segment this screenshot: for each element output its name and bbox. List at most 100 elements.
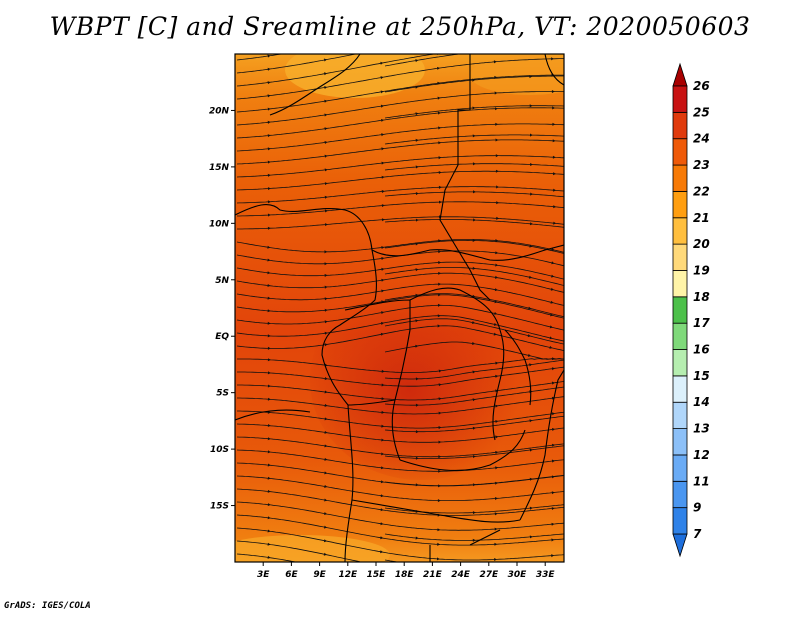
streamline-arrow bbox=[551, 459, 555, 463]
streamline-arrow bbox=[530, 162, 533, 166]
colorbar-label: 16 bbox=[693, 343, 710, 357]
streamline-arrow bbox=[267, 450, 271, 454]
streamline-arrow bbox=[323, 552, 327, 556]
streamline-arrow bbox=[324, 377, 328, 381]
streamline-arrow bbox=[495, 435, 499, 439]
streamline-arrow bbox=[324, 525, 327, 529]
streamline-arrow bbox=[494, 497, 498, 501]
colorbar-segment bbox=[672, 217, 688, 245]
streamline-arrow bbox=[437, 66, 440, 70]
lat-label: 15N bbox=[209, 163, 230, 173]
streamline bbox=[236, 527, 564, 561]
streamline-arrow bbox=[267, 213, 271, 217]
lat-label: 5N bbox=[215, 276, 229, 286]
streamline bbox=[237, 201, 564, 217]
streamline-arrow bbox=[551, 381, 555, 385]
streamline-arrow bbox=[267, 503, 271, 507]
streamline-arrow bbox=[380, 536, 384, 540]
streamline bbox=[236, 283, 564, 306]
lon-label: 24E bbox=[451, 570, 471, 580]
streamline-arrow bbox=[438, 271, 442, 275]
lat-label: 5S bbox=[216, 389, 229, 399]
streamline-arrow bbox=[438, 383, 442, 387]
streamline-arrow bbox=[495, 481, 498, 485]
streamline-arrow bbox=[495, 263, 499, 267]
colorbar-label: 22 bbox=[693, 184, 710, 198]
colorbar-segment bbox=[672, 138, 688, 166]
lat-label: 20N bbox=[209, 106, 230, 116]
streamlines bbox=[236, 54, 564, 562]
colorbar-segment bbox=[672, 401, 688, 429]
streamline-arrow bbox=[552, 106, 555, 110]
streamline-arrow bbox=[553, 221, 557, 225]
streamline-arrow bbox=[381, 256, 385, 260]
streamline-arrow bbox=[324, 297, 328, 301]
streamline-arrow bbox=[494, 558, 497, 561]
streamline-arrow bbox=[380, 61, 384, 65]
streamline-arrow bbox=[551, 367, 555, 371]
streamline bbox=[384, 239, 564, 254]
streamline bbox=[237, 396, 564, 415]
streamline bbox=[236, 186, 564, 204]
colorbar-low-arrow bbox=[672, 533, 688, 558]
streamline-arrow bbox=[267, 120, 271, 124]
streamline-arrow bbox=[324, 72, 328, 76]
streamline-arrow bbox=[267, 258, 271, 262]
streamline bbox=[384, 341, 564, 360]
colorbar-label: 18 bbox=[693, 290, 710, 304]
streamline-arrow bbox=[438, 141, 442, 145]
streamline-arrow bbox=[551, 554, 555, 558]
streamline-arrow bbox=[495, 374, 499, 378]
streamline-arrow bbox=[495, 138, 499, 142]
streamline bbox=[236, 54, 284, 61]
streamline-arrow bbox=[267, 284, 271, 287]
colorbar-label: 21 bbox=[693, 211, 710, 225]
streamline-arrow bbox=[528, 306, 532, 310]
streamline-arrow bbox=[496, 185, 499, 189]
streamline-arrow bbox=[436, 557, 440, 561]
streamline-arrow bbox=[267, 271, 271, 275]
longitude-labels: 3E 6E 9E 12E 15E 18E 21E 24E 27E 30E 33E bbox=[257, 562, 555, 580]
colorbar-segment bbox=[672, 454, 688, 482]
streamline-arrow bbox=[324, 471, 328, 475]
streamline-arrow bbox=[472, 370, 476, 374]
lat-label: 10S bbox=[210, 445, 229, 455]
streamline-arrow bbox=[438, 250, 442, 254]
streamline-arrow bbox=[324, 154, 328, 158]
streamline-arrow bbox=[324, 320, 328, 324]
colorbar-segment bbox=[672, 480, 688, 509]
streamline-arrow bbox=[529, 448, 533, 452]
streamline-arrow bbox=[529, 104, 533, 108]
streamline bbox=[236, 423, 564, 443]
streamline-arrow bbox=[381, 204, 385, 208]
streamline-arrow bbox=[324, 86, 328, 89]
streamline-arrow bbox=[551, 507, 555, 510]
streamline-arrow bbox=[324, 273, 328, 277]
streamline-arrow bbox=[549, 345, 553, 349]
streamline-arrow bbox=[438, 171, 442, 174]
streamline-arrow bbox=[552, 427, 555, 431]
streamline-arrow bbox=[267, 94, 271, 98]
streamline-arrow bbox=[551, 538, 555, 542]
streamline-arrow bbox=[550, 287, 554, 291]
streamline-arrow bbox=[472, 455, 476, 459]
streamline-arrow bbox=[551, 90, 555, 94]
streamline-arrow bbox=[324, 484, 328, 488]
streamline-arrow bbox=[267, 516, 271, 520]
streamline-arrow bbox=[549, 325, 553, 329]
streamline bbox=[384, 359, 564, 380]
streamline-arrow bbox=[380, 522, 384, 526]
streamline bbox=[384, 386, 564, 406]
lon-label: 21E bbox=[423, 570, 443, 580]
colorbar-label: 17 bbox=[693, 316, 710, 330]
streamline-arrow bbox=[495, 251, 499, 255]
streamline bbox=[236, 239, 564, 253]
streamline-arrow bbox=[438, 293, 441, 297]
streamline bbox=[384, 267, 564, 286]
streamline-arrow bbox=[472, 321, 476, 324]
streamline-arrow bbox=[437, 324, 441, 328]
streamline-arrow bbox=[381, 133, 385, 137]
streamline-arrow bbox=[552, 139, 556, 143]
streamline-arrow bbox=[324, 127, 328, 131]
colorbar-label: 9 bbox=[693, 501, 701, 515]
